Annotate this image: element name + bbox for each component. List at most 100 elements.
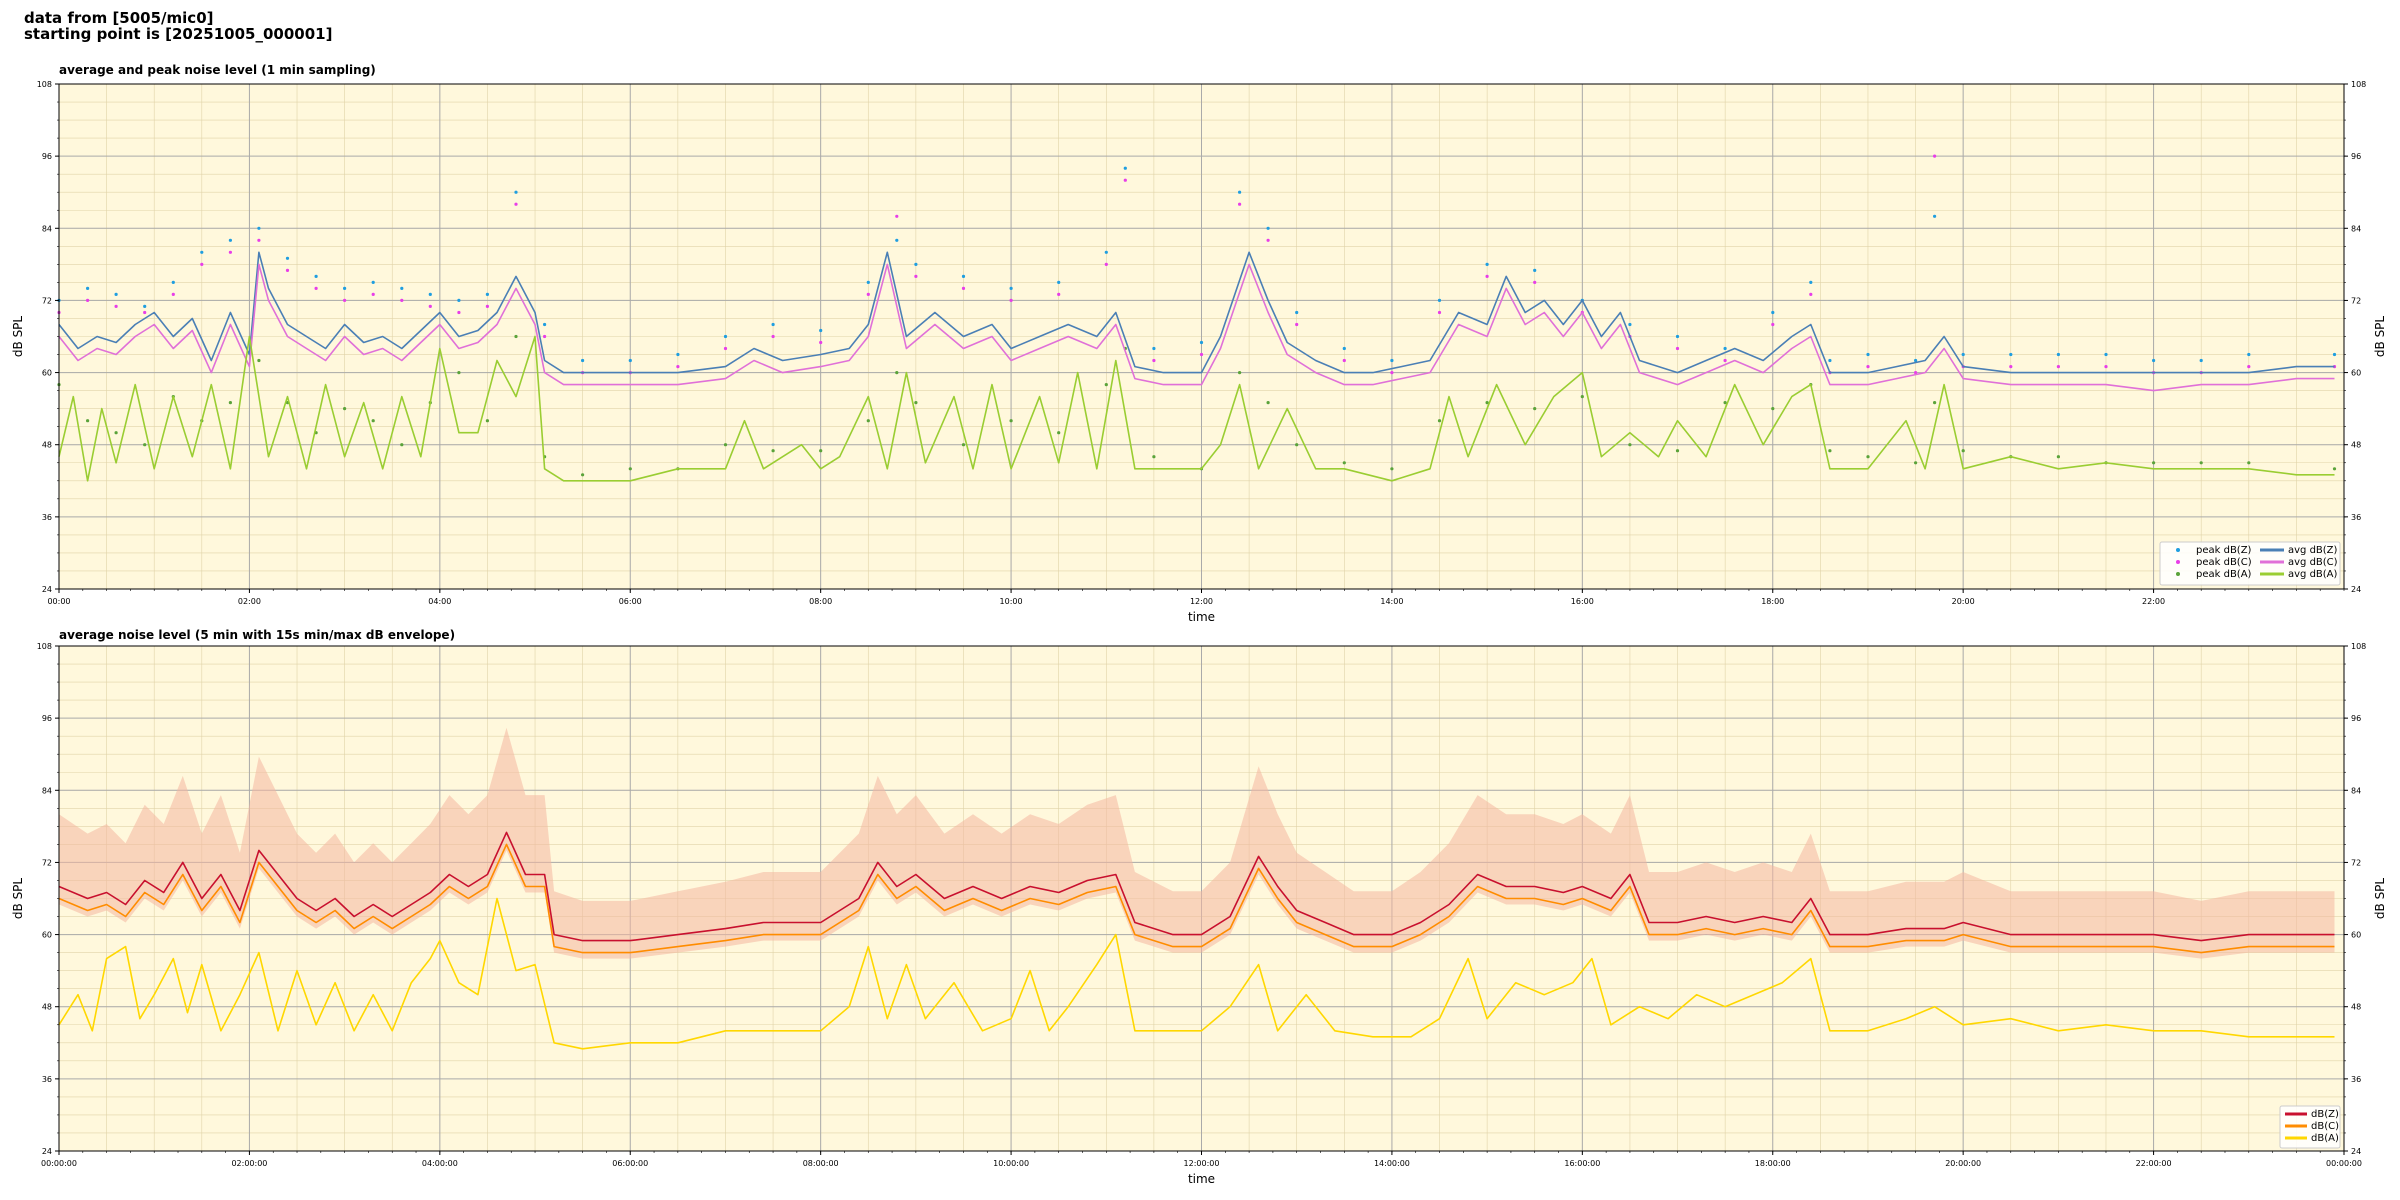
data-point bbox=[114, 431, 118, 435]
data-point bbox=[2332, 467, 2337, 471]
y-tick-label-right: 108 bbox=[2351, 642, 2366, 651]
data-point bbox=[1533, 407, 1537, 411]
data-point bbox=[1009, 419, 1013, 423]
header-source-line: data from [5005/mic0] bbox=[24, 9, 214, 27]
data-point bbox=[2009, 365, 2013, 369]
data-point bbox=[485, 292, 489, 296]
x-tick-label: 06:00:00 bbox=[612, 1159, 648, 1168]
data-point bbox=[1866, 352, 1870, 357]
x-tick-label: 20:00 bbox=[1952, 597, 1975, 606]
data-point bbox=[1771, 407, 1775, 411]
data-point bbox=[914, 401, 918, 405]
y-tick-label-right: 96 bbox=[2351, 152, 2361, 161]
data-point bbox=[1390, 467, 1394, 471]
y-tick-label-right: 84 bbox=[2351, 224, 2361, 233]
data-point bbox=[1485, 401, 1489, 405]
chart-2-title: average noise level (5 min with 15s min/… bbox=[59, 628, 456, 642]
data-point bbox=[343, 407, 347, 411]
data-point bbox=[819, 449, 823, 453]
data-point bbox=[866, 292, 870, 296]
chart-1: 24 24 36 36 48 48 60 60 72 72 84 84 96 96 108 108 00:00 0… bbox=[11, 80, 2387, 624]
legend: dB(Z)dB(C)dB(A) bbox=[2279, 1105, 2341, 1149]
data-point bbox=[723, 346, 728, 351]
data-point bbox=[581, 358, 585, 363]
data-point bbox=[1961, 449, 1965, 453]
y-tick-label: 108 bbox=[37, 642, 52, 651]
y-tick-label: 24 bbox=[42, 1147, 52, 1156]
data-point bbox=[543, 334, 547, 339]
legend-label: avg dB(A) bbox=[2288, 569, 2338, 580]
data-point bbox=[771, 449, 775, 453]
data-point bbox=[1390, 371, 1394, 375]
y-tick-label-right: 72 bbox=[2351, 858, 2361, 867]
data-point bbox=[1914, 461, 1918, 465]
data-point bbox=[1533, 268, 1537, 272]
data-point bbox=[1057, 431, 1061, 435]
data-point bbox=[400, 298, 404, 302]
data-point bbox=[1914, 358, 1918, 363]
data-point bbox=[2247, 352, 2251, 357]
data-point bbox=[1914, 371, 1918, 375]
x-tick-label: 20:00:00 bbox=[1945, 1159, 1981, 1168]
series-line-db-c- bbox=[58, 843, 2335, 954]
x-tick-label: 14:00:00 bbox=[1374, 1159, 1410, 1168]
data-point bbox=[1057, 280, 1061, 284]
y-tick-label-right: 24 bbox=[2351, 585, 2361, 594]
header-start-line: starting point is [20251005_000001] bbox=[24, 25, 333, 43]
y-tick-label-right: 108 bbox=[2351, 80, 2366, 89]
data-point bbox=[1675, 449, 1680, 453]
legend-marker bbox=[2176, 572, 2180, 576]
data-point bbox=[114, 304, 118, 308]
data-point bbox=[86, 419, 90, 423]
x-tick-label: 14:00 bbox=[1380, 597, 1403, 606]
data-point bbox=[200, 250, 204, 254]
data-point bbox=[1828, 449, 1832, 453]
data-point bbox=[2104, 365, 2108, 369]
data-point bbox=[676, 365, 680, 369]
data-point bbox=[1437, 310, 1442, 315]
y-tick-label-right: 72 bbox=[2351, 296, 2361, 305]
y-tick-label-right: 60 bbox=[2351, 369, 2361, 378]
y-axis-label: dB SPL bbox=[11, 316, 25, 358]
data-point bbox=[1266, 238, 1270, 242]
data-point bbox=[1485, 274, 1489, 278]
data-point bbox=[1866, 455, 1870, 459]
data-point bbox=[86, 286, 90, 290]
data-point bbox=[2199, 461, 2203, 465]
x-axis-label: time bbox=[1188, 1172, 1215, 1186]
data-point bbox=[1809, 292, 1813, 296]
data-point bbox=[723, 334, 728, 339]
data-point bbox=[228, 238, 232, 242]
y-tick-label-right: 24 bbox=[2351, 1147, 2361, 1156]
data-point bbox=[1723, 358, 1727, 363]
y-tick-label-right: 36 bbox=[2351, 513, 2361, 522]
x-tick-label: 22:00:00 bbox=[2136, 1159, 2172, 1168]
data-point bbox=[819, 340, 823, 345]
data-point bbox=[1961, 352, 1965, 357]
data-point bbox=[457, 371, 461, 375]
data-point bbox=[1342, 346, 1346, 351]
data-point bbox=[895, 238, 899, 242]
data-point bbox=[914, 274, 918, 278]
data-point bbox=[1104, 383, 1108, 387]
legend-label: avg dB(C) bbox=[2288, 557, 2338, 568]
data-point bbox=[343, 286, 347, 290]
data-point bbox=[371, 292, 375, 296]
data-point bbox=[1342, 358, 1346, 363]
data-point bbox=[819, 328, 823, 333]
x-tick-label: 22:00 bbox=[2142, 597, 2165, 606]
data-point bbox=[1295, 443, 1299, 447]
data-point bbox=[1485, 262, 1489, 266]
data-point bbox=[343, 298, 347, 302]
series-line-avg-db-c- bbox=[58, 263, 2335, 392]
data-point bbox=[1152, 346, 1156, 351]
data-point bbox=[723, 443, 728, 447]
data-point bbox=[1266, 226, 1270, 230]
y-tick-label: 96 bbox=[42, 714, 52, 723]
x-tick-label: 06:00 bbox=[619, 597, 642, 606]
legend-box bbox=[2159, 541, 2341, 586]
data-point bbox=[1933, 154, 1937, 158]
data-point bbox=[1123, 178, 1127, 182]
x-tick-label: 18:00 bbox=[1761, 597, 1784, 606]
